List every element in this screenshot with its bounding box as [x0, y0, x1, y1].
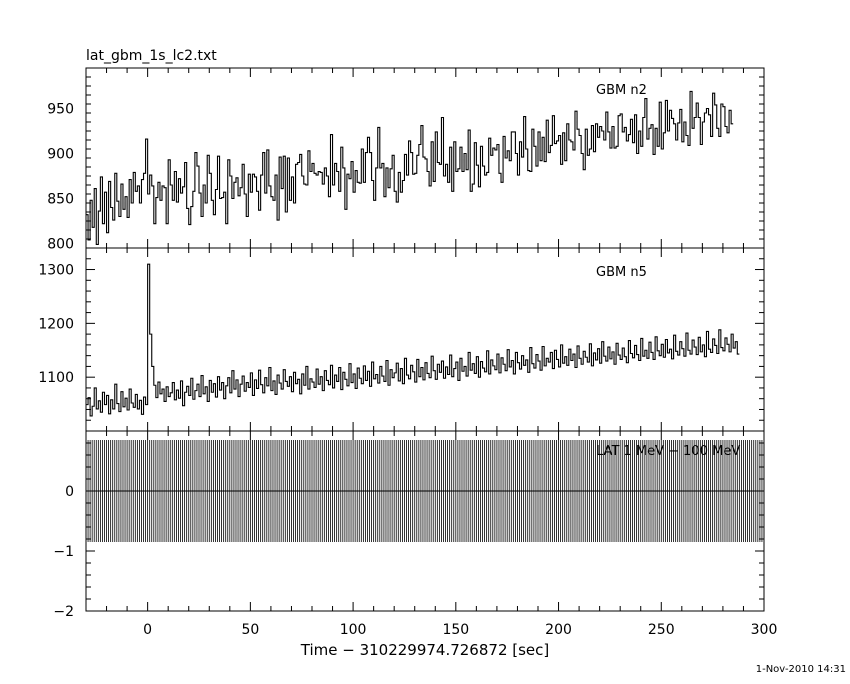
gbm-n2-ytick-label: 900	[47, 147, 74, 163]
x-tick-label: 150	[442, 622, 469, 638]
panel-lat-frame	[85, 430, 765, 612]
panel-gbm-n2: 800 850 900 950 GBM n2	[47, 67, 765, 253]
x-tick-label: 200	[545, 622, 572, 638]
panel-gbm-n2-ticks: 800 850 900 950	[47, 67, 765, 253]
panel-gbm-n2-label: GBM n2	[596, 83, 647, 98]
x-tick-label: 300	[751, 622, 778, 638]
gbm-n5-ytick-label: 1200	[38, 316, 74, 332]
gbm-n2-ytick-label: 800	[47, 237, 74, 253]
gbm-n5-light-curve	[86, 263, 740, 417]
panel-lat-ticks: −2 −1 0	[53, 430, 765, 620]
panel-gbm-n5-frame	[85, 247, 765, 432]
x-tick-label: 0	[143, 622, 152, 638]
file-title: lat_gbm_1s_lc2.txt	[86, 48, 217, 64]
panel-gbm-n2-series	[86, 90, 734, 245]
panel-lat: −2 −1 0 LAT 1 MeV − 100 MeV	[53, 430, 765, 620]
panel-gbm-n5-series	[86, 263, 740, 417]
x-tick-label: 250	[648, 622, 675, 638]
x-tick-labels: 0 50 100 150 200 250 300	[143, 622, 777, 638]
x-tick-label: 100	[340, 622, 367, 638]
gbm-n5-ytick-label: 1300	[38, 263, 74, 279]
x-tick-label: 50	[241, 622, 259, 638]
panel-gbm-n5-label: GBM n5	[596, 265, 647, 280]
lat-ytick-label: 0	[65, 484, 74, 500]
lat-ytick-label: −2	[53, 604, 74, 620]
lat-ytick-label: −1	[53, 544, 74, 560]
x-axis-label: Time − 310229974.726872 [sec]	[300, 641, 550, 659]
gbm-n2-ytick-label: 950	[47, 102, 74, 118]
panel-gbm-n5: 1100 1200 1300 GBM n5	[38, 247, 765, 432]
panel-gbm-n5-ticks: 1100 1200 1300	[38, 247, 765, 432]
gbm-n2-light-curve	[86, 90, 734, 245]
gbm-n5-ytick-label: 1100	[38, 370, 74, 386]
gbm-n2-ytick-label: 850	[47, 192, 74, 208]
panel-lat-label: LAT 1 MeV − 100 MeV	[596, 444, 740, 459]
timestamp: 1-Nov-2010 14:31	[756, 664, 846, 675]
